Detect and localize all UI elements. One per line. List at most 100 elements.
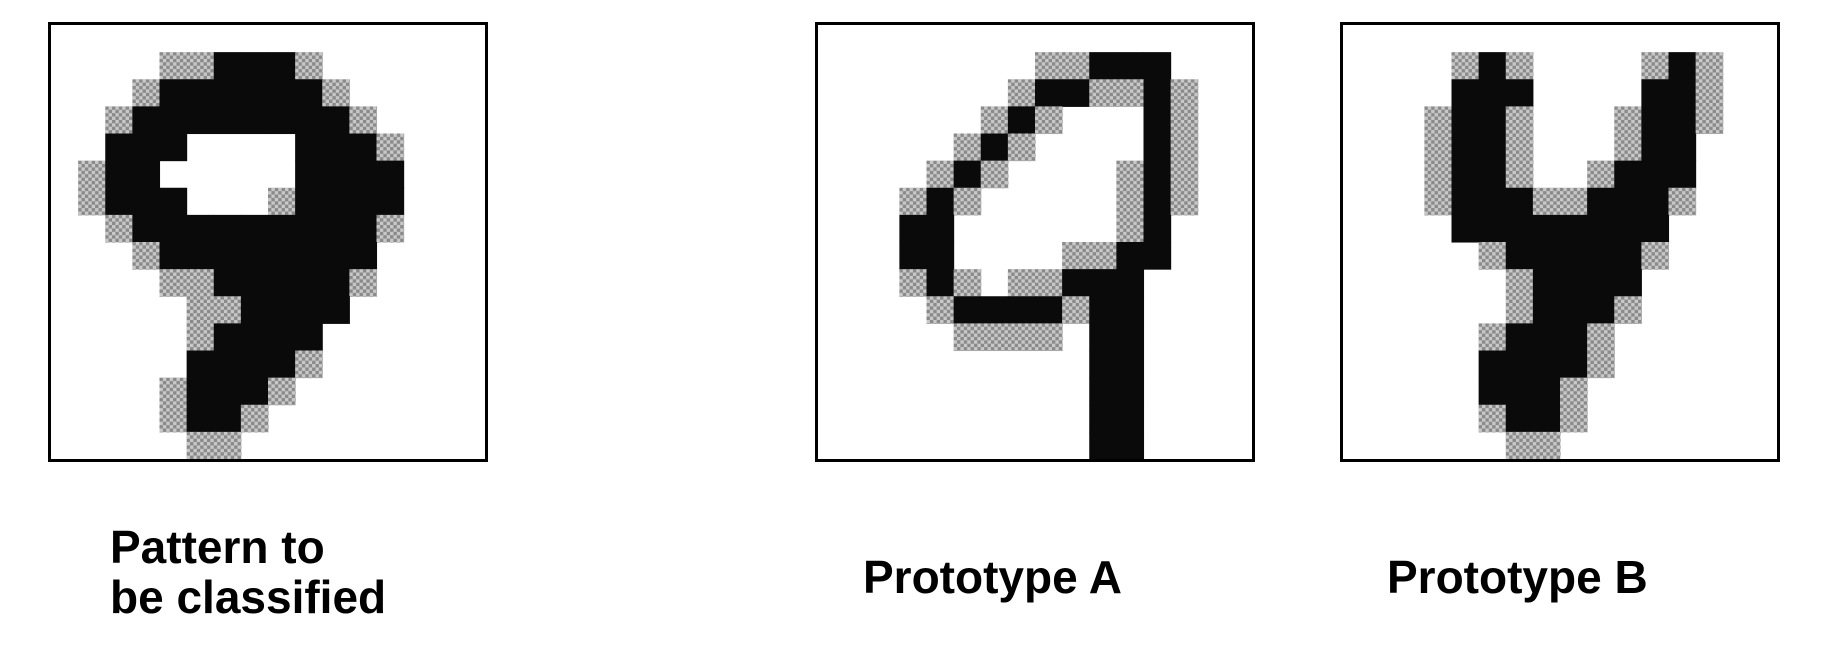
dark-pixel <box>1143 160 1172 189</box>
dark-pixel <box>186 79 215 107</box>
gray-pixel <box>213 296 242 324</box>
dark-pixel <box>132 160 161 189</box>
dark-pixel <box>268 79 296 107</box>
dark-pixel <box>213 350 242 379</box>
gray-pixel <box>1695 106 1724 135</box>
gray-pixel <box>1424 160 1453 189</box>
dark-pixel <box>240 79 269 107</box>
dark-pixel <box>926 214 955 243</box>
gray-pixel <box>1505 431 1534 459</box>
gray-pixel <box>213 431 242 459</box>
dark-pixel <box>1089 431 1117 459</box>
gray-pixel <box>268 377 296 406</box>
gray-pixel <box>1560 377 1588 406</box>
dark-pixel <box>376 187 405 216</box>
gray-pixel <box>78 187 106 216</box>
gray-pixel <box>1695 79 1724 107</box>
dark-pixel <box>268 296 296 324</box>
dark-pixel <box>268 106 296 135</box>
dark-pixel <box>1062 269 1090 297</box>
dark-pixel <box>295 187 323 216</box>
dark-pixel <box>1641 79 1670 107</box>
gray-pixel <box>105 214 133 243</box>
gray-pixel <box>1089 242 1117 270</box>
gray-pixel <box>980 106 1009 135</box>
dark-pixel <box>1614 242 1642 270</box>
gray-pixel <box>1478 404 1507 433</box>
gray-pixel <box>1062 296 1090 324</box>
dark-pixel <box>322 214 350 243</box>
gray-pixel <box>1089 79 1117 107</box>
gray-pixel <box>159 404 188 433</box>
gray-pixel <box>1532 187 1561 216</box>
dark-pixel <box>1478 106 1507 135</box>
dark-pixel <box>240 106 269 135</box>
gray-pixel <box>1170 133 1199 162</box>
dark-pixel <box>1116 296 1145 324</box>
prototype-a-caption-line: Prototype A <box>863 551 1122 603</box>
pattern-caption-line-2: be classified <box>110 571 387 623</box>
gray-pixel <box>132 242 161 270</box>
dark-pixel <box>1560 296 1588 324</box>
gray-pixel <box>1035 52 1063 80</box>
gray-pixel <box>78 160 106 189</box>
dark-pixel <box>1451 214 1480 243</box>
gray-pixel <box>1614 106 1642 135</box>
gray-pixel <box>186 323 215 352</box>
dark-pixel <box>926 187 955 216</box>
gray-pixel <box>953 133 982 162</box>
dark-pixel <box>1505 187 1534 216</box>
dark-pixel <box>322 106 350 135</box>
dark-pixel <box>1007 106 1036 135</box>
dark-pixel <box>1116 323 1145 352</box>
gray-pixel <box>1560 187 1588 216</box>
dark-pixel <box>1478 52 1507 80</box>
gray-pixel <box>1587 323 1615 352</box>
dark-pixel <box>899 242 928 270</box>
dark-pixel <box>1532 404 1561 433</box>
gray-pixel <box>1424 187 1453 216</box>
gray-pixel <box>1062 242 1090 270</box>
gray-pixel <box>926 160 955 189</box>
dark-pixel <box>1505 377 1534 406</box>
gray-pixel <box>322 79 350 107</box>
dark-pixel <box>213 79 242 107</box>
dark-pixel <box>1587 214 1615 243</box>
dark-pixel <box>1641 187 1670 216</box>
dark-pixel <box>1478 133 1507 162</box>
gray-pixel <box>1007 269 1036 297</box>
dark-pixel <box>159 187 188 216</box>
gray-pixel <box>953 187 982 216</box>
gray-pixel <box>1170 187 1199 216</box>
dark-pixel <box>1143 52 1172 80</box>
dark-pixel <box>1560 214 1588 243</box>
gray-pixel <box>1035 269 1063 297</box>
dark-pixel <box>322 160 350 189</box>
gray-pixel <box>1695 52 1724 80</box>
prototype-b-digit-pixels <box>1424 52 1724 459</box>
gray-pixel <box>953 269 982 297</box>
gray-pixel <box>1116 214 1145 243</box>
prototype-a-caption: Prototype A <box>863 552 1263 602</box>
dark-pixel <box>1641 133 1670 162</box>
gray-pixel <box>132 79 161 107</box>
dark-pixel <box>159 214 188 243</box>
gray-pixel <box>1035 323 1063 352</box>
gray-pixel <box>159 269 188 297</box>
dark-pixel <box>322 269 350 297</box>
dark-pixel <box>240 242 269 270</box>
gray-pixel <box>899 269 928 297</box>
dark-pixel <box>295 242 323 270</box>
gray-pixel <box>1116 79 1145 107</box>
dark-pixel <box>268 269 296 297</box>
dark-pixel <box>186 350 215 379</box>
gray-pixel <box>1035 106 1063 135</box>
dark-pixel <box>186 377 215 406</box>
gray-pixel <box>1505 269 1534 297</box>
dark-pixel <box>1668 106 1697 135</box>
dark-pixel <box>1478 79 1507 107</box>
gray-pixel <box>980 160 1009 189</box>
gray-pixel <box>349 106 378 135</box>
dark-pixel <box>268 52 296 80</box>
gray-pixel <box>1424 133 1453 162</box>
